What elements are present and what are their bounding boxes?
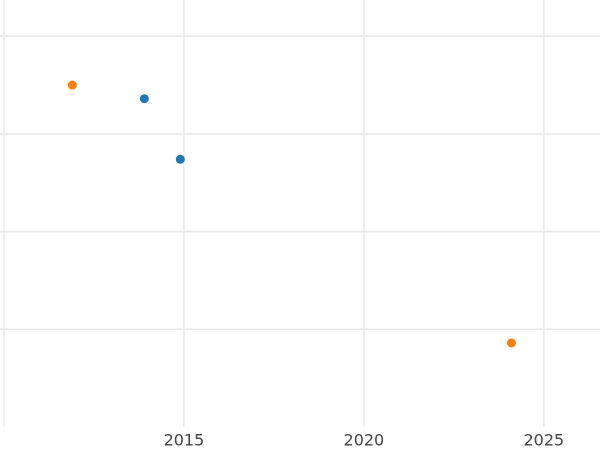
point xyxy=(506,338,516,348)
x-tick-label: 2015 xyxy=(164,431,205,450)
x-tick-label: 2020 xyxy=(344,431,385,450)
x-tick-label: 2025 xyxy=(523,431,564,450)
point xyxy=(139,94,149,104)
point xyxy=(175,154,185,164)
point xyxy=(67,80,77,90)
